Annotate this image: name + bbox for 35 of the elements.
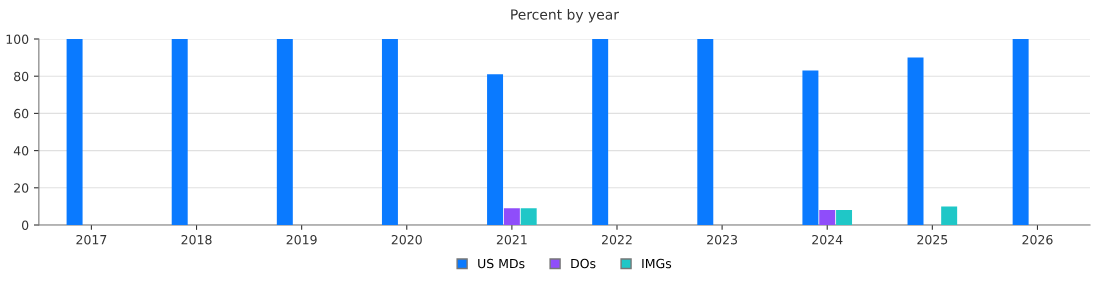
x-tick-label: 2022 [602,234,632,245]
x-tick-label: 2025 [917,234,948,245]
x-tick-label: 2024 [812,234,843,245]
legend-label: DOs [571,258,596,269]
x-tick-label: 2020 [391,234,422,245]
bar [381,39,398,225]
chart-title: Percent by year [511,9,619,23]
x-tick-label: 2023 [707,234,738,245]
bar [592,39,609,225]
bar [941,206,958,225]
bar [276,39,293,225]
y-tick-label: 40 [13,146,29,156]
bar [819,210,836,225]
x-tick-label: 2018 [181,234,212,245]
bar [66,39,83,225]
y-tick-label: 0 [22,220,29,230]
bar [171,39,188,225]
bar [487,74,504,225]
y-tick-label: 100 [6,34,29,44]
bar [503,208,520,225]
bar [697,39,714,225]
y-tick-label: 20 [14,183,29,193]
bar [907,57,924,225]
y-tick-label: 60 [14,108,29,119]
x-tick-label: 2021 [496,234,527,245]
y-tick-label: 80 [14,71,29,82]
x-tick-label: 2026 [1022,234,1053,245]
bar [1012,39,1029,225]
x-tick-label: 2017 [76,234,107,245]
x-tick-label: 2019 [286,234,317,245]
legend-label: IMGs [642,258,672,269]
legend-label: US MDs [478,258,525,269]
bar [802,70,819,225]
bar [520,208,537,225]
bar [836,210,853,225]
